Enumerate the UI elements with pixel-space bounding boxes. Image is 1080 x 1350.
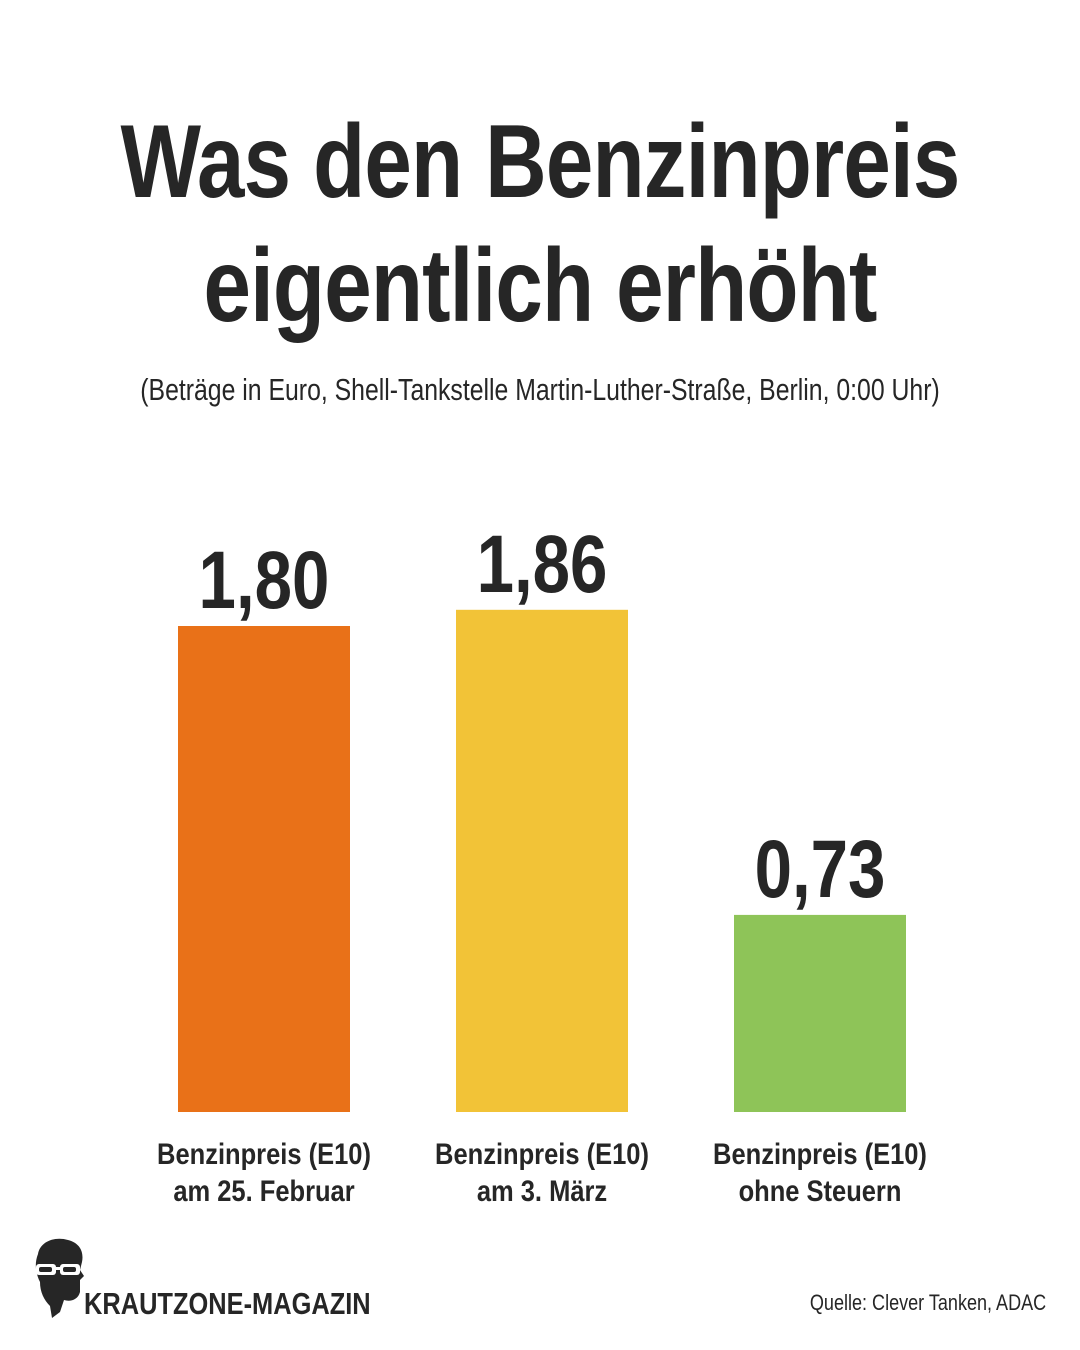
source-note: Quelle: Clever Tanken, ADAC	[809, 1290, 1046, 1315]
value-label-3: 0,73	[755, 823, 886, 915]
category-label-3-line-1: Benzinpreis (E10)	[713, 1137, 927, 1170]
bar-1	[178, 626, 350, 1112]
bar-2	[456, 609, 628, 1112]
category-label-1-line-1: Benzinpreis (E10)	[157, 1137, 371, 1170]
chart-title-line-2: eigentlich erhöht	[203, 228, 877, 344]
value-label-2: 1,86	[477, 517, 608, 609]
chart-subtitle: (Beträge in Euro, Shell-Tankstelle Marti…	[140, 372, 940, 407]
category-label-1-line-2: am 25. Februar	[173, 1174, 354, 1207]
category-label-2-line-1: Benzinpreis (E10)	[435, 1137, 649, 1170]
category-label-3-line-2: ohne Steuern	[739, 1174, 902, 1207]
category-label-2-line-2: am 3. März	[477, 1174, 607, 1207]
brand-logo	[35, 1238, 84, 1318]
bar-3	[734, 914, 906, 1112]
brand-name: KRAUTZONE-MAGAZIN	[84, 1286, 371, 1321]
value-label-1: 1,80	[199, 534, 330, 626]
face-logo-icon	[35, 1238, 84, 1318]
chart-title-line-1: Was den Benzinpreis	[120, 104, 961, 220]
